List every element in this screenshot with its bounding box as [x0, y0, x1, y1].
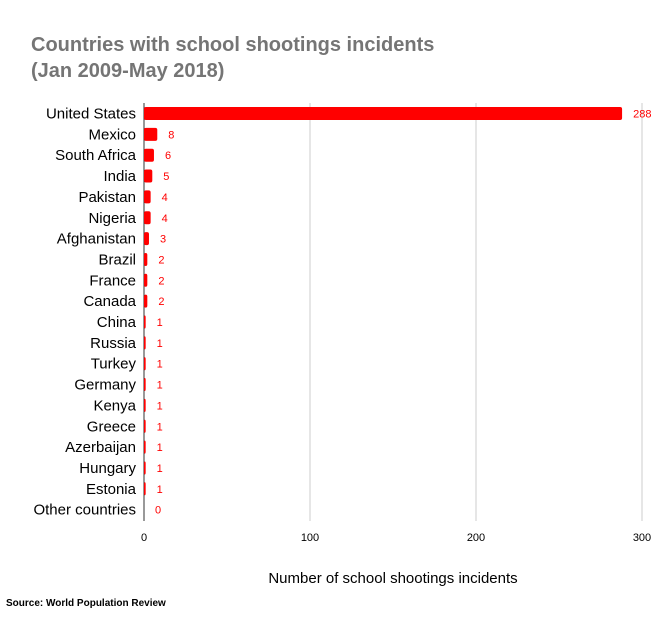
category-label: Turkey — [91, 356, 137, 373]
category-label: Canada — [83, 293, 136, 310]
data-label: 1 — [157, 359, 163, 371]
data-label: 8 — [168, 129, 174, 141]
category-label: Kenya — [93, 397, 136, 414]
data-label: 1 — [157, 317, 163, 329]
bar — [144, 232, 149, 246]
bars — [144, 107, 623, 496]
data-label: 5 — [163, 171, 169, 183]
data-label: 4 — [162, 213, 168, 225]
chart-title: Countries with school shootings incident… — [31, 32, 434, 84]
bar — [144, 440, 146, 454]
source-note: Source: World Population Review — [6, 598, 166, 609]
bar — [144, 357, 146, 371]
category-label: Greece — [87, 418, 136, 435]
x-tick-label: 0 — [141, 532, 147, 544]
data-label: 288 — [633, 109, 651, 121]
category-label: Hungary — [79, 460, 136, 477]
category-label: Afghanistan — [57, 231, 136, 248]
data-label: 1 — [157, 484, 163, 496]
x-axis-ticks: 0 100 200 300 — [141, 532, 651, 544]
category-label: South Africa — [55, 147, 137, 164]
data-label: 1 — [157, 338, 163, 350]
gridlines — [143, 103, 643, 521]
bar — [144, 398, 146, 412]
category-label: Nigeria — [88, 210, 136, 227]
data-label: 4 — [162, 192, 168, 204]
bar — [144, 127, 158, 141]
bar — [144, 148, 154, 162]
data-label: 1 — [157, 380, 163, 392]
bar — [144, 273, 148, 287]
bar — [144, 482, 146, 496]
category-label: China — [97, 314, 137, 331]
data-label: 1 — [157, 442, 163, 454]
bar — [144, 461, 146, 475]
bar — [144, 419, 146, 433]
x-tick-label: 100 — [301, 532, 319, 544]
data-labels: 288 8 6 5 4 4 3 2 2 2 1 1 1 1 1 1 1 1 1 0 — [155, 109, 651, 517]
data-label: 1 — [157, 421, 163, 433]
data-label: 3 — [160, 234, 166, 246]
category-label: Azerbaijan — [65, 439, 136, 456]
x-axis-label: Number of school shootings incidents — [268, 570, 517, 587]
bar — [144, 294, 148, 308]
chart-subtitle: (Jan 2009-May 2018) — [31, 60, 225, 82]
data-label: 6 — [165, 150, 171, 162]
bar — [144, 190, 151, 204]
bar — [144, 107, 623, 120]
data-label: 1 — [157, 463, 163, 475]
category-label: Other countries — [33, 502, 136, 519]
category-labels: United States Mexico South Africa India Paki… — [33, 106, 136, 519]
category-label: India — [103, 168, 136, 185]
category-label: Pakistan — [78, 189, 136, 206]
category-label: Russia — [90, 335, 137, 352]
bar — [144, 378, 146, 392]
chart-title-line: Countries with school shootings incident… — [31, 34, 435, 56]
bar — [144, 252, 148, 266]
x-tick-label: 300 — [633, 532, 651, 544]
bar — [144, 336, 146, 350]
category-label: Brazil — [98, 251, 136, 268]
category-label: France — [89, 272, 136, 289]
data-label: 2 — [158, 275, 164, 287]
category-label: Estonia — [86, 481, 137, 498]
data-label: 0 — [155, 505, 161, 517]
data-label: 2 — [158, 254, 164, 266]
bar — [144, 211, 151, 225]
category-label: Mexico — [88, 126, 136, 143]
category-label: United States — [46, 106, 136, 123]
category-label: Germany — [74, 377, 136, 394]
bar — [144, 315, 146, 329]
data-label: 2 — [158, 296, 164, 308]
bar — [144, 169, 153, 183]
data-label: 1 — [157, 400, 163, 412]
x-tick-label: 200 — [467, 532, 485, 544]
